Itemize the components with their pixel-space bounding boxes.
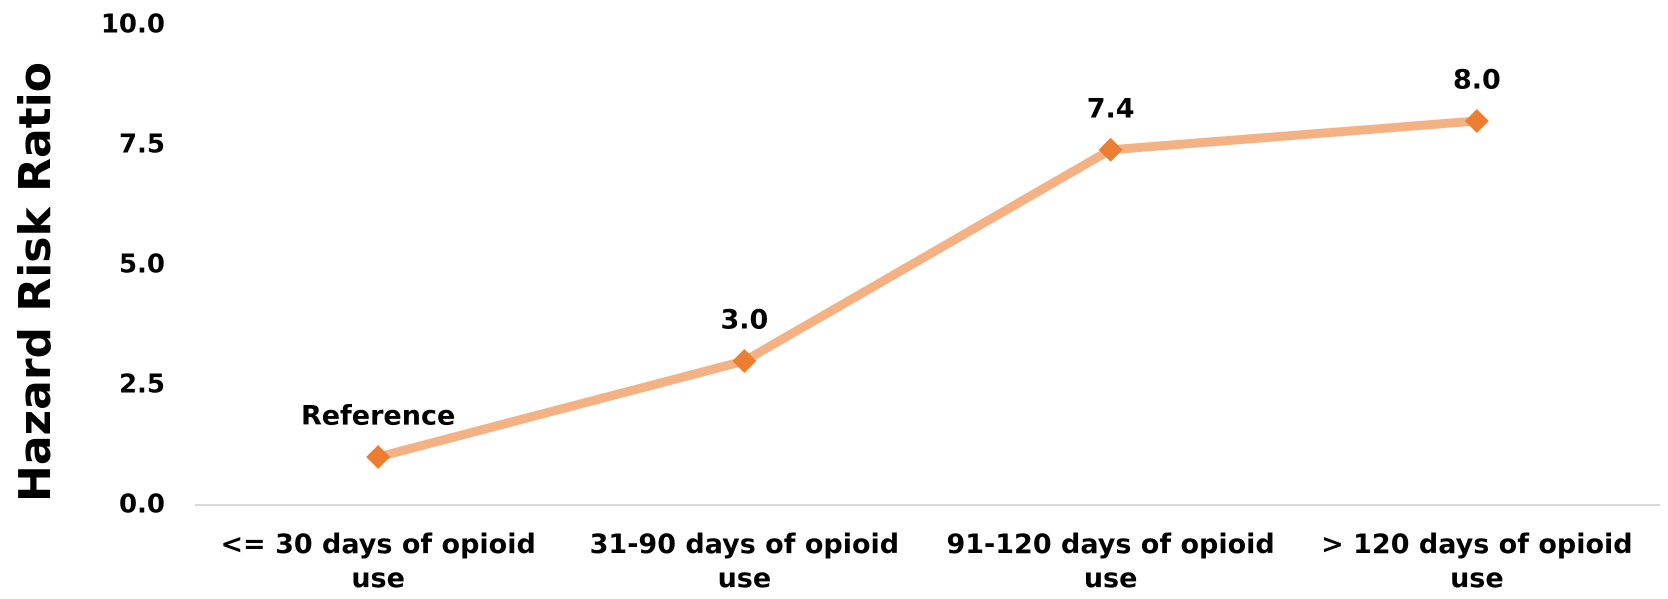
marker xyxy=(1098,137,1123,162)
x-tick-label: 31-90 days of opioid use xyxy=(589,529,900,594)
data-label: 3.0 xyxy=(720,305,768,336)
x-tick-label: <= 30 days of opioid use xyxy=(220,529,536,594)
y-tick-label: 2.5 xyxy=(119,370,165,400)
x-tick-label: > 120 days of opioid use xyxy=(1321,529,1633,594)
y-tick-label: 10.0 xyxy=(101,10,165,40)
marker xyxy=(366,445,391,469)
marker xyxy=(1464,109,1489,133)
y-axis-label: Hazard Risk Ratio xyxy=(10,62,61,502)
y-tick-label: 7.5 xyxy=(119,130,165,160)
y-tick-label: 5.0 xyxy=(119,250,165,280)
x-tick-label: 91-120 days of opioid use xyxy=(946,529,1275,594)
data-label: Reference xyxy=(301,401,455,432)
data-label: 7.4 xyxy=(1087,93,1135,124)
line xyxy=(376,116,1478,462)
marker xyxy=(732,349,757,373)
y-tick-label: 0.0 xyxy=(119,490,165,520)
data-label: 8.0 xyxy=(1453,65,1501,96)
